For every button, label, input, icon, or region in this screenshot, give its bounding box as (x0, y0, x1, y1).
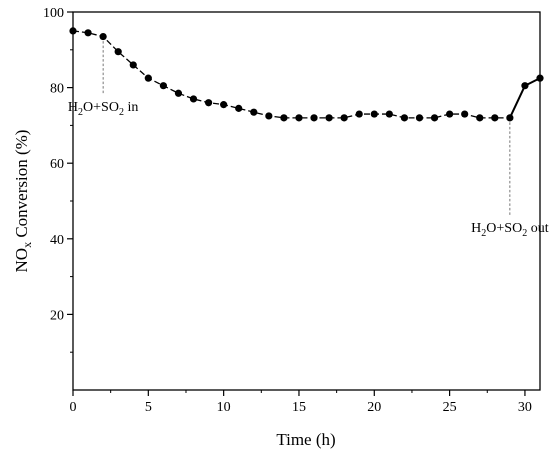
x-axis-title: Time (h) (276, 430, 335, 449)
annotation-text-part: 2 (78, 107, 83, 118)
data-point (415, 114, 424, 122)
annotation-text-part: 2 (522, 228, 527, 239)
annotation-text-part: H (471, 221, 481, 236)
y-tick-label: 20 (50, 308, 64, 323)
series-segment-recovery (508, 85, 526, 119)
annotation-label-in: H2O+SO2 in (68, 100, 138, 118)
y-tick-label: 40 (50, 233, 64, 248)
data-point (521, 82, 529, 90)
annotation-text-part: in (124, 100, 138, 115)
tick-labels: 0 5 10 15 20 25 30 20 40 60 80 100 (43, 6, 532, 415)
y-tick-label: 80 (50, 82, 64, 97)
y-axis-title-main: NO (12, 248, 31, 273)
x-tick-label: 10 (217, 400, 231, 415)
data-point (159, 82, 167, 90)
data-point (129, 61, 137, 69)
annotation-text-part: O+SO (83, 100, 119, 115)
data-point (265, 112, 273, 120)
x-tick-label: 15 (292, 400, 306, 415)
data-point (400, 114, 409, 122)
series-nox-conversion (69, 27, 544, 122)
annotation-text-part: O+SO (486, 221, 522, 236)
annotation-text-part: 2 (481, 228, 486, 239)
data-point (325, 114, 333, 122)
data-point (144, 74, 152, 82)
data-point (446, 110, 454, 118)
data-point (385, 110, 393, 118)
annotation-label-out: H2O+SO2 out (471, 221, 549, 239)
y-tick-label: 60 (50, 157, 64, 172)
x-tick-label: 30 (518, 400, 532, 415)
data-point (295, 114, 303, 122)
annotation-text-part: 2 (119, 107, 124, 118)
data-point (220, 101, 228, 109)
x-tick-label: 0 (70, 400, 77, 415)
data-point (235, 104, 243, 112)
y-axis-title-subscript: x (20, 242, 34, 248)
data-point (99, 32, 107, 41)
data-point (114, 48, 122, 56)
data-point (340, 114, 348, 122)
data-point (536, 74, 544, 82)
data-point (189, 95, 198, 103)
y-axis-title-rest: Conversion (%) (12, 130, 31, 242)
annotation-text-part: out (527, 221, 549, 236)
data-point (476, 114, 484, 122)
data-point (506, 114, 514, 122)
data-point (250, 108, 258, 116)
x-tick-label: 25 (443, 400, 457, 415)
data-point (430, 114, 439, 122)
data-point (84, 29, 92, 37)
data-point (355, 110, 363, 118)
plot-frame (72, 11, 541, 391)
data-point (310, 114, 318, 122)
series-line (72, 30, 541, 119)
data-point (69, 27, 77, 35)
data-point (491, 114, 499, 122)
x-tick-label: 5 (145, 400, 152, 415)
data-point (204, 99, 213, 107)
data-point (370, 110, 378, 118)
annotation-text-part: H (68, 100, 78, 115)
data-point (280, 114, 288, 122)
y-axis-title: NOx Conversion (%) (12, 130, 34, 273)
tick-marks (67, 11, 526, 396)
data-point (461, 110, 469, 118)
y-tick-label: 100 (43, 6, 64, 21)
x-tick-label: 20 (367, 400, 381, 415)
data-point (174, 89, 183, 97)
